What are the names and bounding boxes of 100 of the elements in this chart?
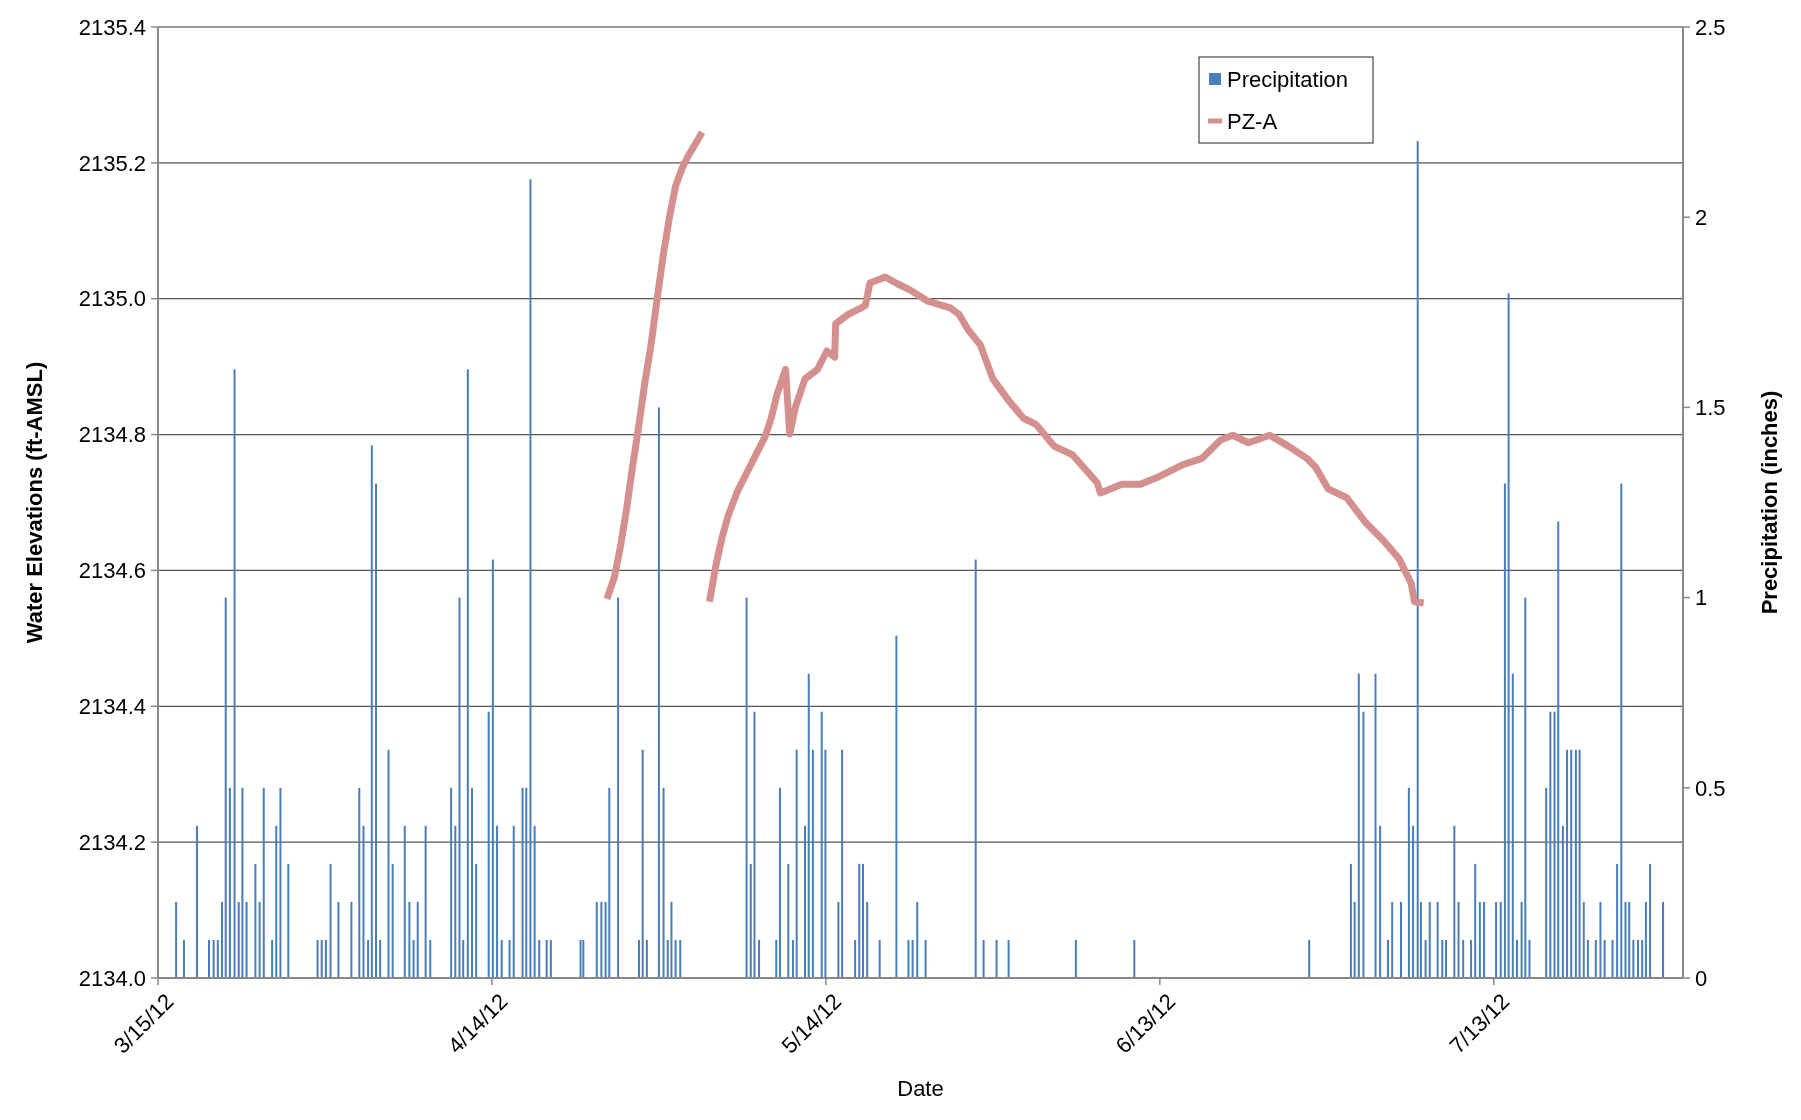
bar xyxy=(212,939,215,978)
y2-tick-label: 0.5 xyxy=(1695,775,1726,801)
bar xyxy=(637,939,640,978)
bar xyxy=(662,787,665,978)
bar xyxy=(811,749,814,978)
bar xyxy=(641,749,644,978)
bar xyxy=(778,787,781,978)
bar xyxy=(775,939,778,978)
y2-tick-label: 1.5 xyxy=(1695,395,1726,421)
bar xyxy=(279,787,282,978)
bar xyxy=(500,939,503,978)
bar xyxy=(1416,141,1419,978)
bar xyxy=(1507,293,1510,978)
bar xyxy=(1528,939,1531,978)
bar xyxy=(1308,939,1311,978)
bar xyxy=(595,901,598,978)
bar xyxy=(1561,825,1564,978)
bar xyxy=(374,483,377,978)
bar xyxy=(538,939,541,978)
bar xyxy=(1407,787,1410,978)
bar xyxy=(245,901,248,978)
bar xyxy=(1441,939,1444,978)
bar xyxy=(1578,749,1581,978)
bar xyxy=(1632,939,1635,978)
bar xyxy=(617,597,620,978)
bar xyxy=(861,863,864,978)
bar xyxy=(1374,673,1377,978)
bar xyxy=(1649,863,1652,978)
bar xyxy=(450,787,453,978)
bar xyxy=(529,179,532,978)
bar xyxy=(1400,901,1402,978)
y-tick-label: 2135.0 xyxy=(78,286,146,312)
bar xyxy=(795,749,798,978)
bar xyxy=(679,939,682,978)
legend-label: Precipitation xyxy=(1227,66,1349,92)
bar xyxy=(1483,901,1486,978)
bar xyxy=(820,711,823,978)
bar xyxy=(807,673,810,978)
y2-tick-label: 1 xyxy=(1695,585,1708,611)
bar xyxy=(416,901,419,978)
bar xyxy=(287,863,290,978)
bar xyxy=(911,939,914,978)
bar xyxy=(228,787,231,978)
bar xyxy=(841,749,844,978)
bar xyxy=(391,863,394,978)
bar xyxy=(1387,939,1390,978)
bar xyxy=(221,901,224,978)
y2-tick-label: 0 xyxy=(1695,965,1708,991)
bar xyxy=(258,901,261,978)
bar xyxy=(525,787,528,978)
bar xyxy=(195,825,198,978)
bar xyxy=(458,597,461,978)
bar xyxy=(1628,901,1631,978)
bar xyxy=(454,825,457,978)
y-tick-label: 2135.2 xyxy=(78,150,146,176)
bar xyxy=(837,901,840,978)
bar xyxy=(1379,825,1382,978)
bar xyxy=(1470,939,1473,978)
bar xyxy=(403,825,406,978)
bar xyxy=(1357,673,1360,978)
bar xyxy=(804,825,807,978)
bar xyxy=(1074,939,1077,978)
bar xyxy=(466,369,469,978)
bar xyxy=(1549,711,1552,978)
bar xyxy=(424,825,427,978)
bar xyxy=(858,863,861,978)
x-axis-title: Date xyxy=(897,1076,944,1101)
bar xyxy=(262,787,265,978)
bar xyxy=(233,369,236,978)
bar xyxy=(1570,749,1573,978)
legend-label: PZ-A xyxy=(1227,108,1278,134)
bar xyxy=(271,939,274,978)
bar xyxy=(1582,901,1585,978)
bar xyxy=(1412,825,1415,978)
bar xyxy=(1424,939,1427,978)
bar xyxy=(549,939,552,978)
bar xyxy=(1662,901,1665,978)
bar xyxy=(674,939,677,978)
bar xyxy=(182,939,185,978)
bar xyxy=(924,939,927,978)
bar xyxy=(1133,939,1136,978)
bar xyxy=(608,787,611,978)
y-tick-label: 2134.0 xyxy=(78,965,146,991)
y-tick-label: 2134.4 xyxy=(78,693,146,719)
bar xyxy=(521,787,524,978)
bar xyxy=(854,939,857,978)
bar xyxy=(579,939,582,978)
bar xyxy=(491,559,494,978)
bar xyxy=(645,939,648,978)
bar xyxy=(508,939,511,978)
bar xyxy=(329,863,332,978)
bar xyxy=(974,559,977,978)
y-tick-label: 2134.2 xyxy=(78,829,146,855)
bar xyxy=(657,407,660,978)
bar xyxy=(745,597,748,978)
y-axis-title: Water Elevations (ft-AMSL) xyxy=(22,361,47,644)
bar xyxy=(1349,863,1352,978)
bar xyxy=(1436,901,1439,978)
bar xyxy=(1566,749,1569,978)
bar xyxy=(791,939,794,978)
